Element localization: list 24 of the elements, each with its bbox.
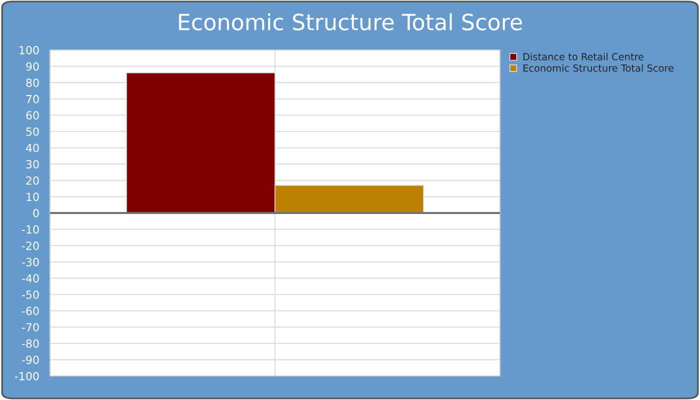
y-tick-label: 50 — [26, 127, 39, 136]
y-tick-label: 20 — [26, 176, 39, 185]
y-tick-label: -30 — [22, 258, 39, 266]
y-tick-label: 100 — [20, 46, 39, 54]
y-tick-label: -10 — [22, 225, 39, 234]
y-tick-label: -80 — [22, 339, 39, 348]
chart-title: Economic Structure Total Score — [179, 13, 522, 30]
y-tick-label: -40 — [22, 274, 39, 283]
y-tick-label: -70 — [22, 323, 39, 332]
y-tick-label: 30 — [26, 160, 39, 168]
y-tick-label: -90 — [22, 356, 39, 364]
y-tick-label: -50 — [22, 290, 39, 299]
y-tick-label: 40 — [26, 144, 39, 152]
y-tick-label: 0 — [33, 208, 39, 218]
y-tick-label: -20 — [22, 242, 39, 250]
legend-label: Economic Structure Total Score — [523, 64, 674, 72]
y-tick-label: 90 — [26, 62, 39, 71]
y-tick-label: -60 — [22, 306, 39, 316]
y-tick-label: 80 — [26, 78, 39, 87]
y-tick-label: 10 — [26, 192, 39, 202]
y-tick-label: 60 — [26, 111, 39, 120]
y-tick-label: 70 — [26, 94, 39, 104]
y-tick-label: -100 — [14, 372, 39, 380]
legend-label: Distance to Retail Centre — [523, 52, 644, 60]
